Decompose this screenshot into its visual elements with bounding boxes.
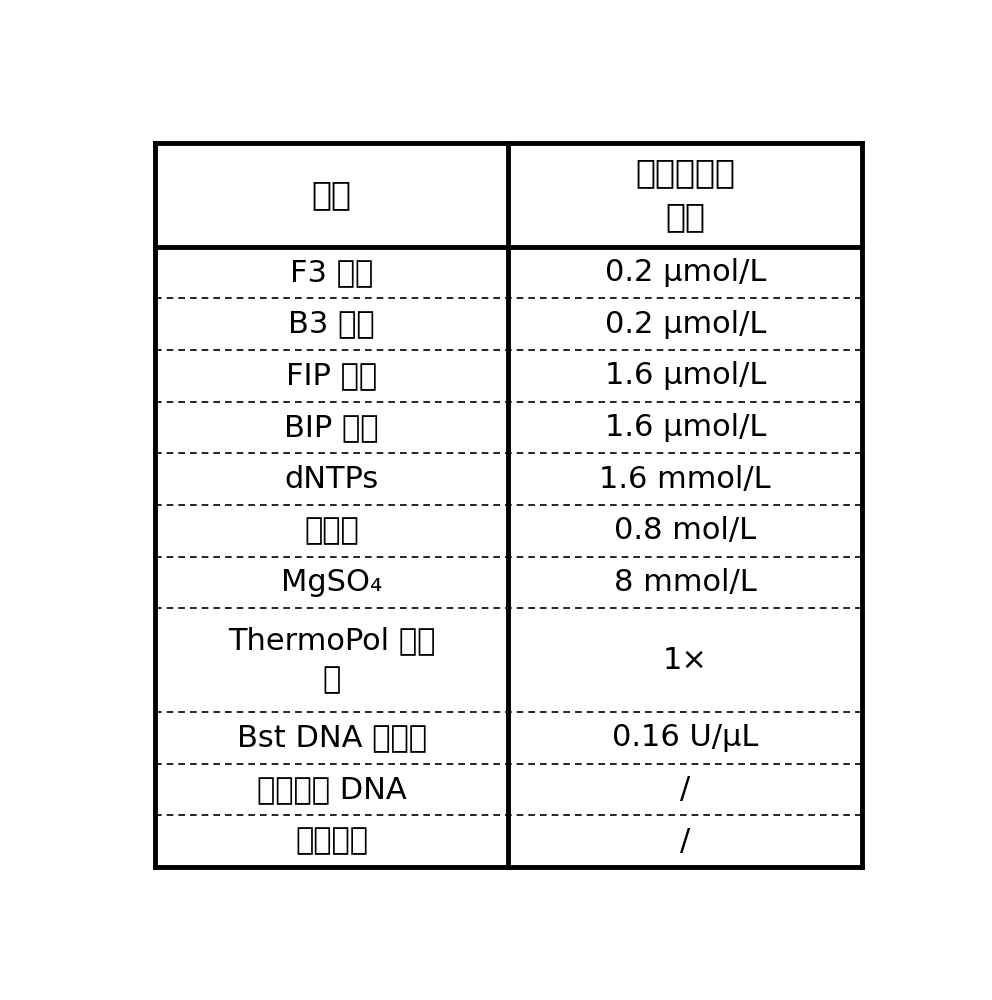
Text: 待检模板 DNA: 待检模板 DNA <box>257 775 407 804</box>
Text: 1.6 μmol/L: 1.6 μmol/L <box>604 413 766 442</box>
Text: 0.2 μmol/L: 0.2 μmol/L <box>604 258 766 287</box>
Text: dNTPs: dNTPs <box>285 465 379 494</box>
Text: 1×: 1× <box>663 646 707 675</box>
Text: /: / <box>681 775 690 804</box>
Text: Bst DNA 聚合酶: Bst DNA 聚合酶 <box>236 723 427 752</box>
Text: 组分: 组分 <box>311 178 351 211</box>
Text: 甜菜碱: 甜菜碱 <box>305 516 359 545</box>
Text: 8 mmol/L: 8 mmol/L <box>614 568 757 597</box>
Text: 1.6 μmol/L: 1.6 μmol/L <box>604 361 766 390</box>
Text: B3 引物: B3 引物 <box>289 310 375 339</box>
Text: F3 引物: F3 引物 <box>290 258 373 287</box>
Text: 去离子水: 去离子水 <box>295 827 368 856</box>
Text: 0.8 mol/L: 0.8 mol/L <box>614 516 756 545</box>
Text: /: / <box>681 827 690 856</box>
Text: MgSO₄: MgSO₄ <box>281 568 382 597</box>
Text: 反应体系终
浓度: 反应体系终 浓度 <box>635 157 735 233</box>
Text: 0.16 U/μL: 0.16 U/μL <box>612 723 759 752</box>
Text: FIP 引物: FIP 引物 <box>286 361 377 390</box>
Text: BIP 引物: BIP 引物 <box>285 413 379 442</box>
Text: 0.2 μmol/L: 0.2 μmol/L <box>604 310 766 339</box>
Text: 1.6 mmol/L: 1.6 mmol/L <box>599 465 771 494</box>
Text: ThermoPol 缓冲
液: ThermoPol 缓冲 液 <box>228 626 435 694</box>
